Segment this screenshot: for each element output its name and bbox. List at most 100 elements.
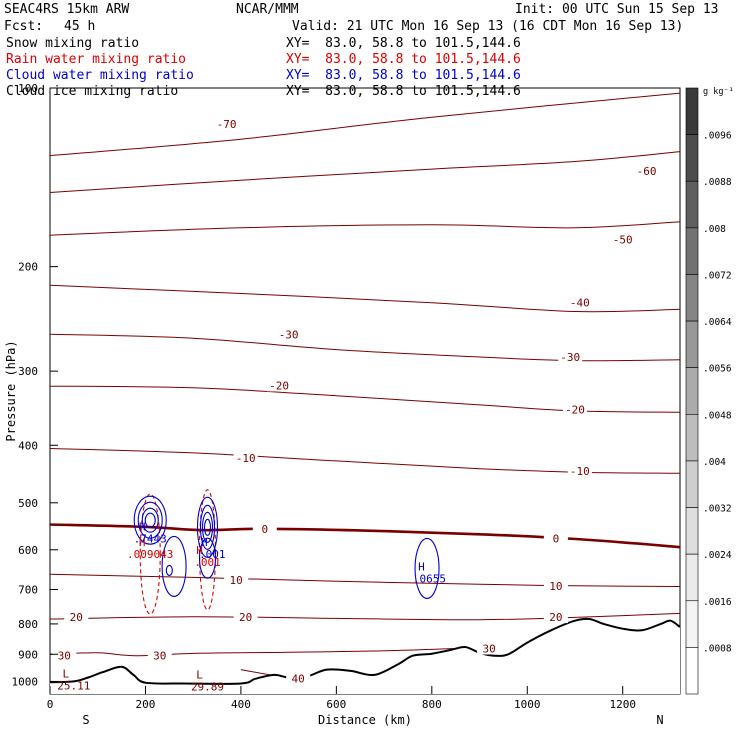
cloud-contour-right-lower (198, 537, 217, 579)
cloud-contour-left-small (165, 564, 173, 576)
field-xy-0: XY= 83.0, 58.8 to 101.5,144.6 (286, 36, 521, 51)
isotherm-label: -30 (279, 328, 299, 341)
contour-labels: -70 -60 -50 -40 -30 -30 -20 -20 -10 -10 0 0 10 10 20 20… (52, 118, 659, 694)
y-tick-label-top: 100 (18, 82, 38, 95)
colorbar-level: .008 (703, 224, 726, 235)
colorbar-level: .0024 (703, 550, 732, 561)
init-label: Init: 00 UTC Sun 15 Sep 13 (515, 2, 719, 17)
extremum-marker: L (63, 667, 70, 680)
isotherm-label-bg (64, 611, 89, 624)
model-label: SEAC4RS 15km ARW (4, 2, 130, 17)
org-label: NCAR/MMM (236, 2, 299, 17)
colorbar-swatch (685, 460, 699, 508)
field-name-1: Rain water mixing ratio (6, 52, 187, 67)
isotherm-label: -30 (560, 351, 580, 364)
x-axis-title: Distance (km) (318, 713, 412, 727)
isotherm-label: -40 (570, 297, 590, 310)
isotherm-label-bg (276, 328, 301, 341)
colorbar-swatch (685, 367, 699, 415)
colorbar-level: .0016 (703, 597, 732, 608)
extremum-value: .001 (199, 548, 226, 561)
colorbar-level: .0072 (703, 270, 732, 281)
colorbar-swatch (685, 553, 699, 602)
extremum-value: .009043 (127, 548, 173, 561)
fcst-label: Fcst: (4, 19, 44, 34)
isotherm-label: -20 (565, 403, 585, 416)
extremum-marker: H (196, 544, 203, 557)
extremum-value: .7443 (134, 532, 167, 545)
isotherm-label-bg (147, 649, 172, 662)
isotherm-label: 20 (239, 611, 252, 624)
y-tick-label: 600 (18, 544, 38, 557)
isotherm-label: 30 (153, 650, 166, 663)
x-tick-label: 400 (231, 698, 251, 711)
extremum-marker: H (139, 520, 146, 533)
cloud-contour-left-2 (141, 507, 159, 533)
x-tick-label: 200 (136, 698, 156, 711)
fcst-value: 45 h (64, 19, 96, 34)
field-xy-1: XY= 83.0, 58.8 to 101.5,144.6 (286, 52, 521, 67)
cloud-contour-right-0 (196, 496, 219, 558)
isotherm-label-bg (543, 579, 568, 592)
isotherm-label-bg (52, 649, 77, 662)
colorbar-swatch (685, 180, 699, 229)
cloud-contour-isolated (414, 537, 440, 599)
isotherm-label-bg (233, 451, 258, 464)
x-tick-label: 0 (47, 698, 54, 711)
colorbar-level: .0008 (703, 643, 732, 654)
colorbar-level: .004 (703, 457, 726, 468)
y-tick-label: 700 (18, 584, 38, 597)
x-tick-label: 600 (326, 698, 346, 711)
extremum-marker: H (139, 536, 146, 549)
extremum-marker: H (418, 560, 425, 573)
colorbar-level: .0064 (703, 317, 732, 328)
isotherm-label-bg (563, 403, 587, 416)
isotherm-label: 40 (292, 672, 305, 685)
isotherm-label-bg (477, 642, 502, 655)
isotherm-30 (49, 648, 456, 657)
isotherm-label-bg (214, 118, 239, 131)
axes: 2003004005006007008009001000100Pressure … (4, 82, 664, 727)
isotherm-label: 20 (549, 611, 562, 624)
isotherm-label-bg (558, 351, 583, 364)
temperature-contours (49, 92, 681, 679)
extremum-value: .001 (194, 556, 221, 569)
isotherm-label-bg (224, 574, 249, 587)
isotherm-label: 0 (553, 532, 560, 545)
rain-contour-left (139, 493, 161, 615)
extremum-marker: H (201, 536, 208, 549)
isotherm-label-bg (567, 296, 592, 309)
isotherm-minus-40 (49, 284, 681, 313)
cloud-contour-left-0 (133, 495, 167, 545)
terrain-line (49, 617, 681, 685)
isotherm-label: -60 (637, 165, 657, 178)
y-tick-label: 200 (18, 261, 38, 274)
colorbar-swatch (685, 227, 699, 275)
colorbar-swatch (685, 600, 699, 648)
isotherm-label: -10 (570, 465, 590, 478)
extremum-value: 29.89 (191, 681, 224, 694)
isotherm-label: -70 (217, 118, 237, 131)
isotherm-label: 10 (549, 580, 562, 593)
y-tick-label: 400 (18, 439, 38, 452)
isotherm-label: 30 (58, 650, 71, 663)
end-label-left: S (82, 713, 89, 727)
cloud-contour-left-1 (137, 501, 163, 539)
isotherm-label-bg (610, 233, 635, 246)
cloud-contours (133, 489, 440, 615)
isotherm-label-bg (543, 611, 568, 624)
isotherm-10 (49, 573, 681, 587)
isotherm-label: -10 (236, 452, 256, 465)
colorbar-level: .0032 (703, 504, 732, 515)
extremum-marker: L (196, 669, 203, 682)
colorbar-swatch (685, 134, 699, 182)
extremum-value: .0655 (413, 572, 446, 585)
cloud-contour-left-lower (161, 535, 187, 597)
isotherm-label-bg (286, 672, 311, 685)
isotherm-label: 0 (261, 523, 268, 536)
colorbar-swatch (685, 320, 699, 368)
field-name-2: Cloud water mixing ratio (6, 68, 194, 83)
x-tick-label: 1200 (609, 698, 636, 711)
terrain-fill (50, 619, 680, 694)
